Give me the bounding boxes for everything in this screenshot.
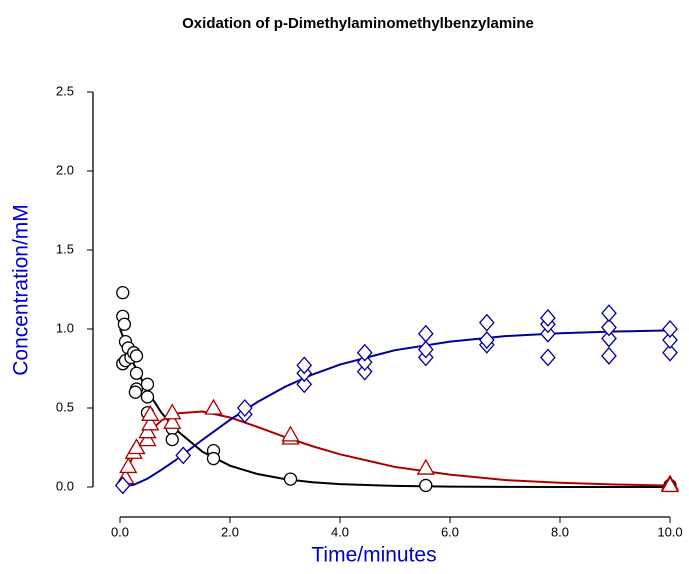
triangle-point	[204, 398, 223, 415]
diamond-point	[601, 318, 617, 337]
circle-point	[116, 286, 130, 300]
diamond-point	[662, 320, 678, 338]
chart-title: Oxidation of p-Dimethylaminomethylbenzyl…	[182, 15, 534, 32]
diamond-point	[356, 353, 373, 372]
triangle-point	[138, 422, 157, 439]
circle-point	[129, 366, 144, 380]
circle-point	[117, 317, 132, 331]
x-tick-label: 4.0	[331, 524, 349, 539]
diamond-point	[296, 356, 313, 375]
y-tick-label: 2.5	[56, 83, 74, 98]
triangle-point	[163, 412, 182, 429]
x-tick-label: 2.0	[221, 524, 239, 539]
fit-curve	[119, 328, 670, 488]
circle-point	[283, 472, 298, 486]
triangle-point	[660, 476, 680, 493]
triangle-point	[138, 430, 157, 447]
triangle-point	[416, 458, 435, 475]
x-tick-label: 6.0	[441, 524, 459, 539]
diamond-point	[601, 304, 617, 323]
diamond-point	[114, 476, 131, 495]
y-tick-label: 1.5	[56, 241, 74, 256]
fit-curve	[119, 410, 671, 488]
y-axis-label: Concentration/mM	[10, 204, 33, 376]
circle-point	[206, 451, 221, 466]
x-axis-label: Time/minutes	[311, 544, 436, 567]
triangle-point	[119, 457, 138, 474]
diamond-point	[175, 446, 192, 465]
circle-point	[128, 385, 143, 399]
circle-point	[129, 349, 144, 363]
diamond-point	[236, 399, 253, 417]
triangle-point	[141, 414, 160, 431]
diamond-point	[662, 343, 678, 362]
diamond-point	[540, 324, 556, 343]
diamond-point	[540, 348, 556, 367]
circle-point	[140, 390, 155, 404]
diamond-point	[601, 329, 617, 348]
diamond-point	[540, 308, 556, 327]
y-tick-label: 0.0	[56, 478, 74, 493]
y-tick-label: 2.0	[56, 162, 74, 177]
triangle-point	[141, 405, 160, 421]
diamond-point	[601, 346, 617, 365]
y-tick-label: 0.5	[56, 399, 74, 414]
diamond-point	[478, 331, 495, 350]
x-tick-label: 8.0	[551, 524, 569, 539]
diamond-point	[356, 362, 373, 381]
circle-point	[140, 377, 155, 391]
diamond-point	[662, 331, 678, 350]
diamond-point	[478, 313, 495, 332]
triangle-point	[127, 438, 146, 455]
diamond-point	[417, 340, 434, 359]
circle-point	[165, 432, 179, 447]
circle-point	[419, 478, 433, 493]
fit-curve	[119, 329, 671, 488]
y-tick-label: 1.0	[56, 320, 74, 335]
diamond-point	[356, 343, 373, 362]
x-tick-label: 10.0	[657, 524, 682, 539]
diamond-point	[296, 375, 313, 394]
triangle-point	[281, 425, 300, 442]
triangle-point	[163, 403, 182, 420]
x-tick-label: 0.0	[111, 524, 129, 539]
diamond-point	[417, 324, 434, 343]
